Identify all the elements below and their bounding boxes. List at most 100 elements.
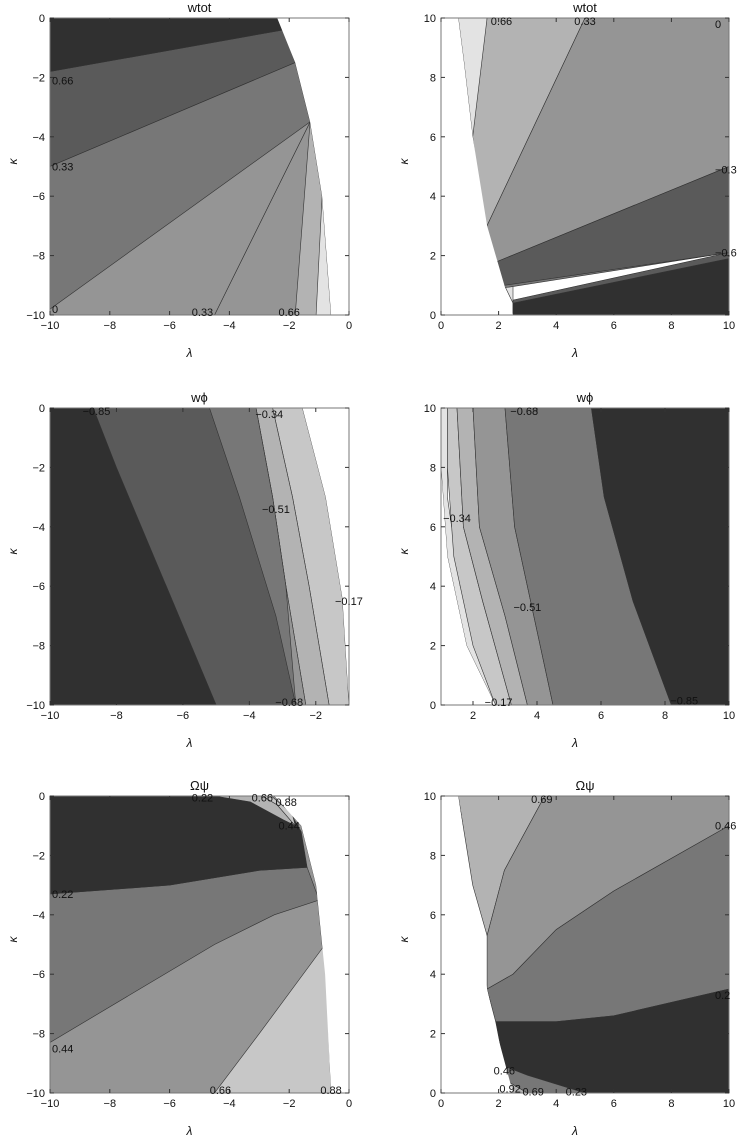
excluded-region (441, 18, 513, 315)
plot-area (441, 408, 729, 705)
x-tick-label: −4 (223, 1098, 236, 1110)
y-tick-label: −2 (32, 462, 45, 474)
contour-label: 0.2 (715, 990, 730, 1002)
x-tick-label: 10 (723, 1098, 735, 1110)
x-tick-label: 0 (346, 320, 352, 332)
plot-frame (440, 795, 730, 1094)
y-tick-label: −8 (32, 1029, 45, 1041)
plot-frame (49, 407, 350, 706)
x-tick-label: −10 (41, 1098, 60, 1110)
x-tick-label: 8 (668, 1098, 674, 1110)
plot-frame (440, 17, 730, 316)
contour-label: 0.23 (566, 1087, 587, 1099)
x-tick-label: 2 (496, 320, 502, 332)
contour-label: 0.88 (320, 1085, 341, 1097)
contour-label: −0.6 (715, 248, 737, 260)
y-tick-label: 2 (430, 1029, 436, 1041)
y-axis-label: κ (397, 936, 411, 943)
plot-area (50, 796, 349, 1093)
y-tick-label: 6 (430, 132, 436, 144)
x-tick-label: 6 (611, 320, 617, 332)
chart-title: wtot (187, 0, 212, 15)
y-tick-label: −8 (32, 251, 45, 263)
x-axis-label: λ (186, 736, 193, 750)
contour-label: 0.66 (491, 16, 512, 28)
contour-band (591, 408, 729, 705)
y-tick-label: 0 (39, 791, 45, 803)
chart-title: Ωψ (576, 778, 595, 793)
excluded-region (277, 18, 349, 315)
contour-label: 0.66 (52, 75, 73, 87)
y-tick-label: 6 (430, 522, 436, 534)
x-tick-label: 8 (668, 320, 674, 332)
contour-label: 0.46 (715, 821, 736, 833)
contour-label: 0 (715, 19, 721, 31)
x-tick-label: 6 (598, 710, 604, 722)
chart-title: Ωψ (190, 778, 209, 793)
contour-label: 0 (52, 304, 58, 316)
contour-label: 0.44 (278, 821, 299, 833)
x-tick-label: 0 (438, 320, 444, 332)
x-axis-label: λ (186, 346, 193, 360)
plot-area (441, 18, 729, 315)
contour-label: 0.88 (275, 797, 296, 809)
y-tick-label: 8 (430, 462, 436, 474)
x-tick-label: −8 (104, 1098, 117, 1110)
plot-area (50, 18, 349, 315)
contour-label: −0.34 (255, 409, 283, 421)
y-tick-label: −10 (26, 1088, 45, 1100)
x-tick-label: −4 (243, 710, 256, 722)
y-axis-label: κ (6, 936, 20, 943)
contour-label: 0.33 (52, 162, 73, 174)
contour-label: −0.85 (670, 696, 698, 708)
contour-label: −0.68 (275, 697, 303, 709)
x-tick-label: 0 (346, 1098, 352, 1110)
contour-label: −0.3 (715, 164, 737, 176)
contour-label: 0.44 (52, 1043, 73, 1055)
x-tick-label: −2 (283, 320, 296, 332)
contour-label: 0.92 (499, 1084, 520, 1096)
y-tick-label: 8 (430, 72, 436, 84)
x-tick-label: −4 (223, 320, 236, 332)
y-tick-label: 0 (430, 310, 436, 322)
contour-label: 0.33 (192, 307, 213, 319)
chart-title: wϕ (190, 390, 208, 405)
y-tick-label: 2 (430, 251, 436, 263)
contour-label: −0.17 (335, 596, 363, 608)
y-tick-label: 4 (430, 581, 436, 593)
x-tick-label: 10 (723, 710, 735, 722)
x-axis-label: λ (571, 1124, 578, 1138)
x-axis-label: λ (571, 736, 578, 750)
contour-label: 0.69 (522, 1087, 543, 1099)
contour-label: −0.34 (443, 513, 471, 525)
y-tick-label: −2 (32, 850, 45, 862)
panel-1: wtot −10 −8 −6 −4 −2 0 −10 −8 −6 −4 −2 0 λ κ 0.66 0.33 0 0… (6, 0, 352, 360)
y-tick-label: −6 (32, 969, 45, 981)
x-tick-label: −6 (163, 1098, 176, 1110)
x-tick-label: −6 (177, 710, 190, 722)
y-tick-label: 10 (424, 13, 436, 25)
contour-label: −0.51 (262, 504, 290, 516)
y-tick-label: −4 (32, 132, 45, 144)
x-tick-label: 0 (438, 1098, 444, 1110)
y-tick-label: 6 (430, 910, 436, 922)
chart-title: wtot (572, 0, 597, 15)
y-tick-label: −6 (32, 581, 45, 593)
y-tick-label: 8 (430, 850, 436, 862)
contour-label: 0.33 (574, 16, 595, 28)
contour-band (50, 796, 308, 895)
y-tick-label: 0 (39, 13, 45, 25)
excluded-region (441, 796, 513, 1093)
contour-band (512, 258, 729, 315)
panel-2: wtot 0 2 4 6 8 10 0 2 4 6 8 10 λ κ 0.66 0.33 0 −0.3 −0.6 (397, 0, 737, 360)
y-tick-label: −10 (26, 310, 45, 322)
y-tick-label: 10 (424, 403, 436, 415)
contour-label: 0.46 (494, 1066, 515, 1078)
x-tick-label: 2 (470, 710, 476, 722)
x-tick-label: 4 (553, 1098, 559, 1110)
contour-label: 0.22 (52, 889, 73, 901)
chart-title: wϕ (576, 390, 594, 405)
x-tick-label: −2 (283, 1098, 296, 1110)
